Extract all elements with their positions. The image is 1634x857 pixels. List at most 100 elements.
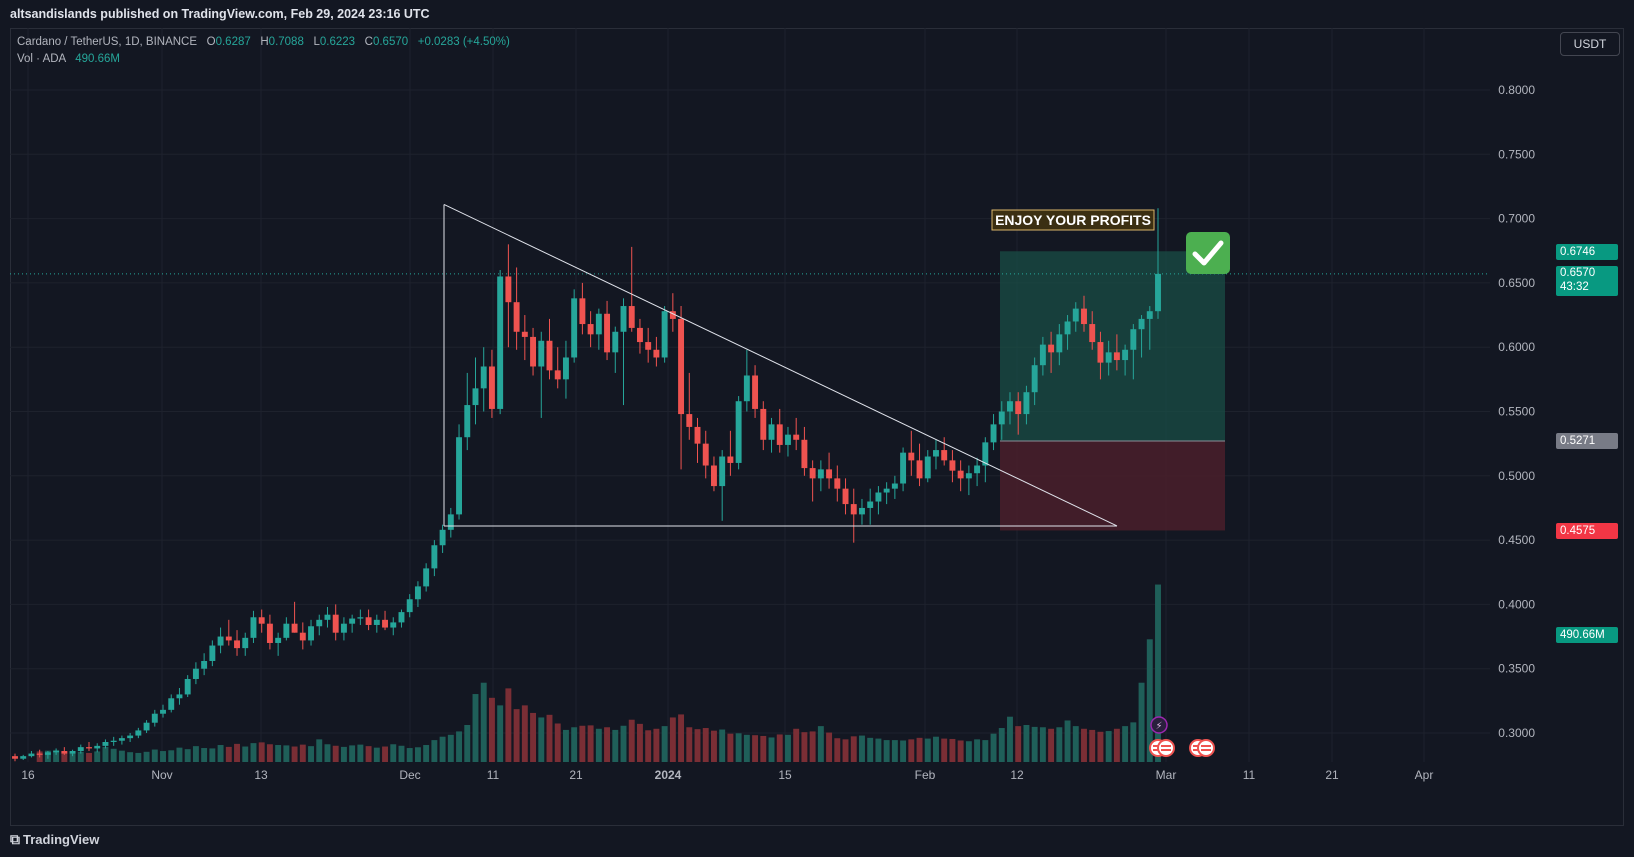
candle-body (604, 313, 611, 353)
candle-body (612, 331, 619, 353)
volume-bar (875, 738, 882, 762)
candle-body (785, 434, 791, 445)
candle-body (645, 342, 652, 350)
chart-frame[interactable] (10, 28, 1624, 826)
candle-body (1081, 308, 1087, 325)
volume-bar (373, 747, 380, 762)
volume-bar (719, 729, 726, 762)
volume-bar (834, 738, 841, 762)
volume-bar (266, 744, 273, 762)
volume-bar (727, 733, 734, 762)
volume-bar (151, 749, 158, 762)
volume-bar (423, 745, 430, 762)
candle-body (1064, 321, 1071, 335)
volume-bar (513, 709, 520, 762)
candle-body (875, 492, 882, 502)
x-tick-label: 11 (1243, 768, 1256, 782)
candle-body (1039, 344, 1046, 366)
volume-bar (1122, 726, 1129, 762)
candle-body (447, 514, 454, 530)
volume-bar (143, 751, 150, 762)
volume-bar (710, 730, 717, 762)
legend-volume-value: 490.66M (75, 53, 120, 65)
candle-body (669, 311, 676, 319)
volume-bar (258, 742, 265, 762)
candle-body (554, 370, 561, 380)
candle-body (933, 450, 939, 457)
candle-body (151, 713, 158, 723)
candle-body (414, 586, 421, 600)
legend-high-label: H (260, 36, 269, 48)
stop-price-tag: 0.4575 (1556, 523, 1618, 539)
x-tick-label: 12 (1010, 768, 1024, 782)
candle-body (53, 751, 60, 753)
entry-price-tag: 0.5271 (1556, 433, 1618, 449)
volume-bar (908, 739, 915, 762)
candle-body (694, 426, 701, 444)
volume-bar (694, 729, 701, 762)
candle-body (20, 756, 27, 759)
x-tick-label: Apr (1415, 768, 1434, 782)
check-icon-stroke (1192, 240, 1224, 266)
y-tick-label: 0.7500 (1498, 147, 1535, 161)
annotation-text: ENJOY YOUR PROFITS (995, 212, 1151, 228)
triangle-resistance-line (443, 204, 1118, 527)
volume-bar (456, 731, 463, 762)
candle-body (817, 469, 824, 479)
legend-close-value: 0.6570 (372, 36, 409, 48)
x-tick-label: Dec (399, 768, 420, 782)
volume-bar (414, 747, 421, 762)
candle-body (266, 623, 273, 643)
candle-body (12, 756, 18, 759)
candle-body (628, 306, 635, 328)
volume-bar (916, 737, 923, 762)
candle-body (735, 401, 742, 463)
candle-body (423, 568, 430, 587)
candle-body (678, 318, 685, 415)
legend-symbol[interactable]: Cardano / TetherUS, 1D, BINANCE (17, 36, 198, 48)
candle-body (1056, 334, 1063, 353)
candle-body (390, 622, 397, 628)
volume-bar (653, 728, 660, 762)
volume-bar (1072, 726, 1079, 762)
volume-bar (1138, 682, 1145, 762)
candle-body (949, 460, 956, 471)
volume-bar (1064, 720, 1071, 762)
candle-body (382, 619, 388, 628)
candle-body (488, 366, 495, 409)
lightning-glyph: ⚡ (1155, 721, 1162, 732)
legend-low-label: L (313, 36, 320, 48)
legend-volume-label[interactable]: Vol · ADA (17, 53, 66, 65)
candle-body (530, 336, 537, 367)
volume-bar (990, 733, 997, 762)
candle-body (505, 276, 512, 303)
currency-button[interactable]: USDT (1560, 32, 1620, 56)
volume-bar (842, 739, 849, 762)
volume-bar (1015, 726, 1022, 762)
tradingview-footer[interactable]: ⧉ TradingView (10, 831, 99, 848)
candle-body (908, 452, 915, 461)
volume-bar (168, 750, 175, 762)
candle-body (760, 408, 767, 440)
volume-bar (1023, 725, 1030, 762)
volume-bar (538, 717, 545, 762)
volume-bar (826, 732, 833, 762)
volume-bar (579, 725, 586, 762)
volume-bar (365, 746, 372, 762)
candle-body (472, 388, 479, 406)
volume-bar (225, 746, 232, 762)
volume-bar (299, 744, 306, 762)
candle-body (118, 738, 125, 741)
volume-bar (867, 737, 874, 762)
candle-body (1015, 401, 1022, 415)
volume-bar (1007, 716, 1013, 762)
candle-body (242, 637, 249, 649)
volume-bar (357, 744, 364, 762)
volume-bar (743, 734, 750, 762)
candle-body (480, 366, 487, 389)
candle-body (357, 617, 364, 619)
candle-body (110, 740, 117, 743)
volume-bar (488, 697, 495, 762)
candle-body (291, 623, 298, 633)
